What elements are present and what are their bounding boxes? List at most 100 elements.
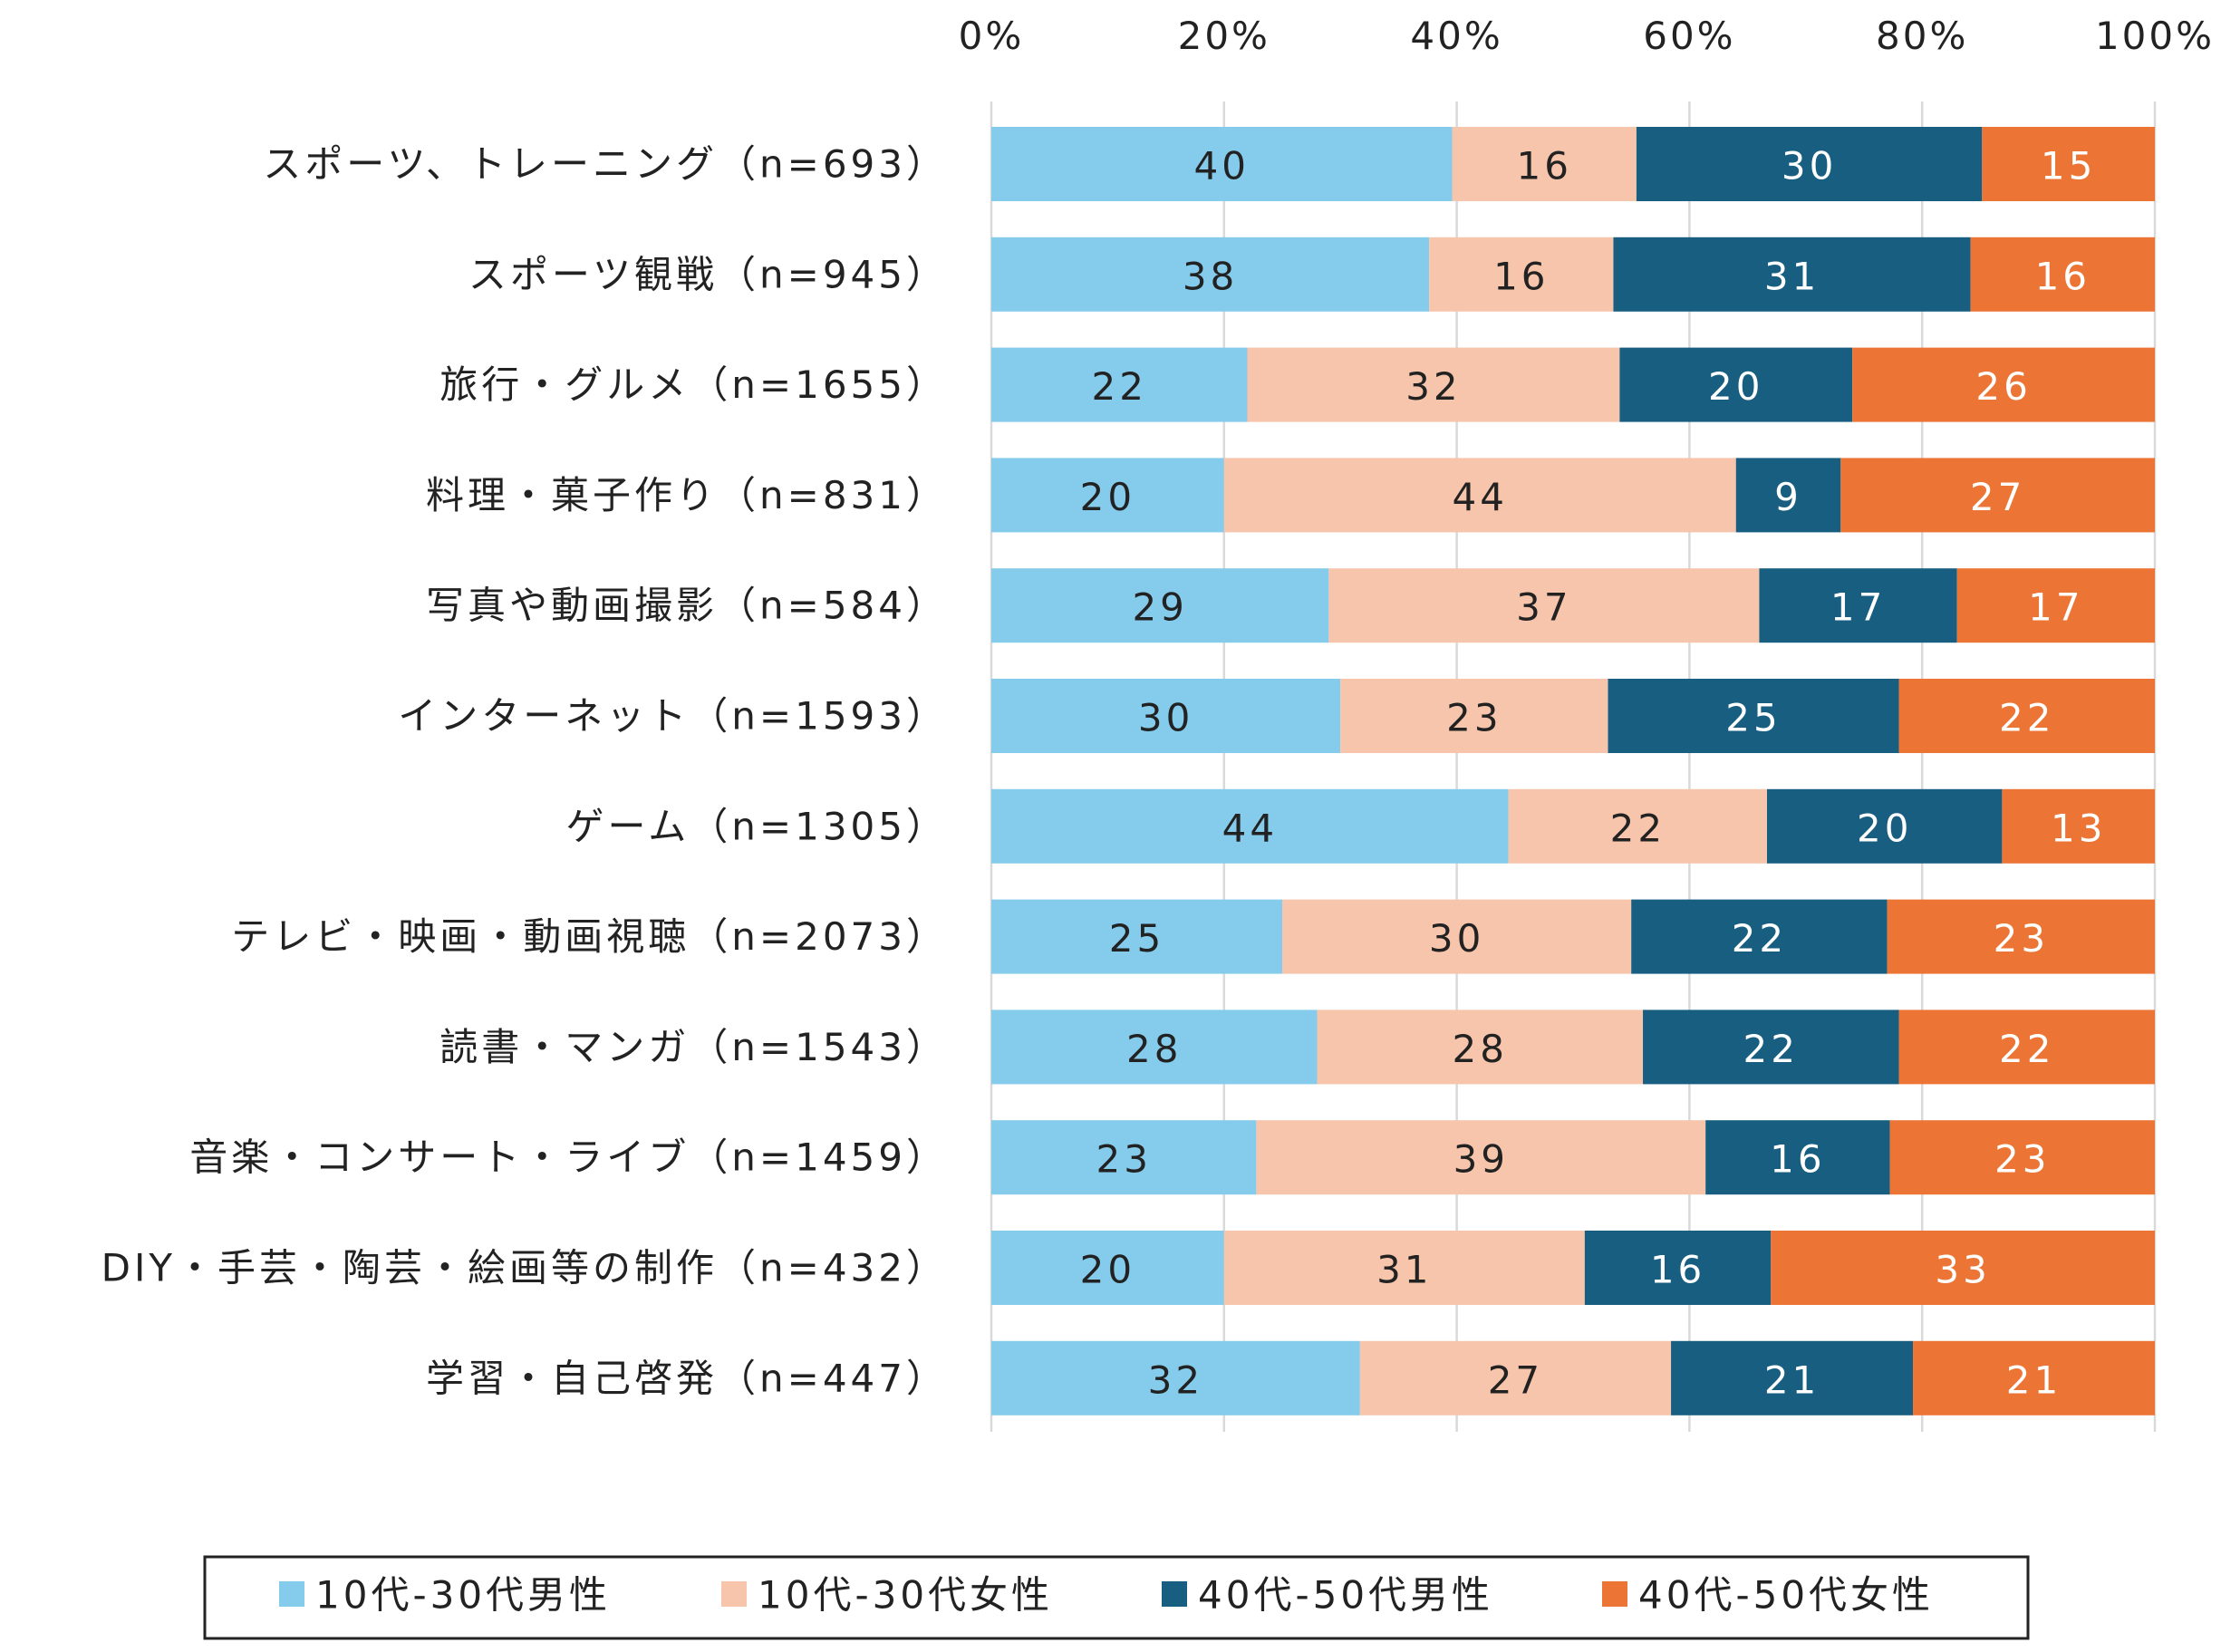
bar-segment — [1631, 899, 1888, 974]
bar-segment — [2002, 788, 2155, 864]
data-label: 21 — [2006, 1357, 2062, 1402]
data-label: 22 — [1732, 916, 1787, 961]
data-label: 22 — [1610, 806, 1666, 850]
data-label: 40 — [1194, 144, 1250, 188]
bar-segment — [1671, 1340, 1914, 1415]
bar-segment — [991, 568, 1329, 643]
bar-segment — [1619, 347, 1853, 422]
category-label: インターネット（n=1593） — [398, 694, 948, 739]
category-label: 旅行・グルメ（n=1655） — [439, 362, 948, 407]
bar-segment — [1913, 1340, 2155, 1415]
data-label: 39 — [1453, 1137, 1509, 1182]
bar-segment — [1956, 568, 2155, 643]
bar-segment — [1584, 1231, 1772, 1305]
bar-segment — [1282, 899, 1632, 974]
bar-segment — [991, 899, 1282, 974]
bar-segment — [1608, 679, 1899, 753]
data-label: 17 — [2028, 585, 2083, 630]
data-label: 16 — [1770, 1137, 1825, 1182]
legend-swatch — [1602, 1581, 1627, 1607]
x-axis-ticks: 0% 20% 40% 60% 80% 100% — [959, 14, 2215, 58]
data-label: 16 — [1516, 144, 1571, 188]
data-label: 17 — [1830, 585, 1886, 630]
bar-segment — [1643, 1010, 1899, 1085]
legend: 10代-30代男性 10代-30代女性 40代-50代男性 40代-50代女性 — [203, 1555, 2030, 1640]
legend-label: 40代-50代男性 — [1198, 1573, 1493, 1618]
data-label: 22 — [1999, 696, 2054, 740]
data-label: 28 — [1126, 1027, 1182, 1071]
legend-label: 10代-30代女性 — [758, 1573, 1053, 1618]
bar-segment — [1970, 237, 2155, 312]
legend-swatch — [721, 1581, 747, 1607]
data-label: 30 — [1782, 144, 1837, 188]
data-label: 23 — [1994, 1137, 2050, 1182]
bar-segment — [1613, 237, 1971, 312]
data-label: 44 — [1222, 806, 1278, 850]
legend-label: 10代-30代男性 — [315, 1573, 611, 1618]
bar-segment — [1247, 347, 1620, 422]
bar-segment — [1887, 899, 2155, 974]
category-label: スポーツ観戦（n=945） — [468, 252, 948, 296]
bar-segment — [991, 237, 1430, 312]
data-label: 25 — [1109, 916, 1164, 961]
bar-segment — [1889, 1120, 2155, 1195]
category-label: 学習・自己啓発（n=447） — [426, 1356, 948, 1400]
legend-swatch — [279, 1581, 304, 1607]
bar-segment — [991, 347, 1248, 422]
data-label: 31 — [1764, 254, 1820, 298]
bar-segment — [1340, 679, 1608, 753]
category-label: テレビ・映画・動画視聴（n=2073） — [231, 914, 948, 959]
bar-segment — [1705, 1120, 1890, 1195]
x-tick-label: 60% — [1643, 14, 1735, 58]
bar-segment — [1223, 1231, 1585, 1305]
grid-lines — [990, 101, 2157, 1432]
bar-segment — [1429, 237, 1614, 312]
bar-segment — [1452, 127, 1637, 201]
bar-segment — [1771, 1231, 2155, 1305]
bar-segment — [1852, 347, 2155, 422]
data-label: 9 — [1774, 475, 1802, 519]
x-tick-label: 100% — [2095, 14, 2215, 58]
data-label: 32 — [1405, 364, 1461, 409]
bar-segment — [991, 1010, 1318, 1085]
data-label: 23 — [1446, 696, 1502, 740]
bar-segment — [1735, 458, 1841, 533]
data-label: 20 — [1708, 364, 1763, 409]
legend-frame — [203, 1555, 2030, 1640]
category-label: 写真や動画撮影（n=584） — [426, 584, 948, 628]
data-label: 44 — [1453, 475, 1508, 519]
legend-swatch — [1162, 1581, 1187, 1607]
data-label: 26 — [1975, 364, 2031, 409]
bar-segment — [1223, 458, 1736, 533]
bar-segment — [1759, 568, 1957, 643]
bar-segment — [1898, 679, 2155, 753]
x-tick-label: 40% — [1410, 14, 1502, 58]
category-label: スポーツ、トレーニング（n=693） — [263, 142, 948, 187]
data-labels: 40 16 30 15 38 16 31 16 22 32 20 26 20 44 9 27 29 37 17 17 3… — [1080, 144, 2106, 1403]
bar-segment — [1636, 127, 1983, 201]
data-label: 16 — [2035, 254, 2091, 298]
category-label: 音楽・コンサート・ライブ（n=1459） — [189, 1135, 948, 1180]
data-label: 20 — [1080, 475, 1135, 519]
bar-segment — [1508, 788, 1767, 864]
x-tick-label: 20% — [1178, 14, 1270, 58]
data-label: 13 — [2051, 806, 2106, 850]
legend-label: 40代-50代女性 — [1638, 1573, 1934, 1618]
data-label: 27 — [1488, 1357, 1543, 1402]
bars — [991, 127, 2155, 1415]
bar-segment — [1898, 1010, 2155, 1085]
bar-segment — [1328, 568, 1760, 643]
category-labels: スポーツ、トレーニング（n=693） スポーツ観戦（n=945） 旅行・グルメ（n=… — [101, 142, 948, 1401]
data-label: 23 — [1994, 916, 2049, 961]
bar-segment — [991, 1340, 1360, 1415]
bar-segment — [991, 1231, 1224, 1305]
x-tick-label: 80% — [1876, 14, 1968, 58]
data-label: 16 — [1493, 254, 1549, 298]
data-label: 29 — [1132, 585, 1187, 630]
data-label: 30 — [1138, 696, 1193, 740]
bar-segment — [991, 679, 1341, 753]
category-label: 料理・菓子作り（n=831） — [426, 473, 948, 517]
data-label: 23 — [1096, 1137, 1151, 1182]
data-label: 27 — [1970, 475, 2025, 519]
